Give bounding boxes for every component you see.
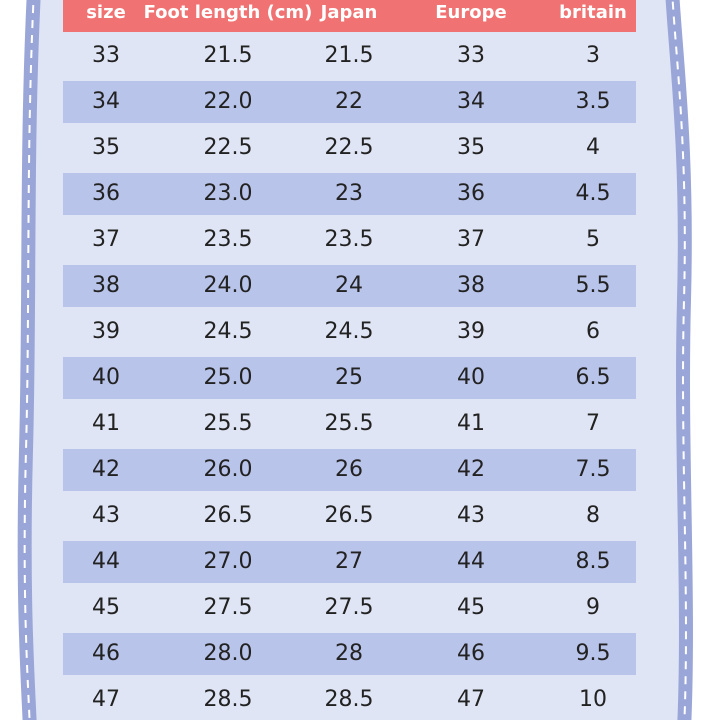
cell: 3.5 <box>576 89 611 114</box>
cell: 37 <box>92 227 120 252</box>
header-band <box>63 0 636 32</box>
cell: 26.5 <box>204 503 253 528</box>
header-cell: size <box>86 2 126 23</box>
cell: 36 <box>457 181 485 206</box>
cell: 28.5 <box>204 687 253 712</box>
cell: 23.0 <box>204 181 253 206</box>
row-band <box>63 357 636 399</box>
cell: 26.0 <box>204 457 253 482</box>
cell: 9.5 <box>576 641 611 666</box>
cell: 7 <box>586 411 600 436</box>
cell: 43 <box>457 503 485 528</box>
cell: 4 <box>586 135 600 160</box>
cell: 41 <box>457 411 485 436</box>
cell: 27 <box>335 549 363 574</box>
cell: 47 <box>457 687 485 712</box>
cell: 23.5 <box>325 227 374 252</box>
cell: 33 <box>457 43 485 68</box>
cell: 37 <box>457 227 485 252</box>
cell: 23.5 <box>204 227 253 252</box>
cell: 5 <box>586 227 600 252</box>
cell: 27.0 <box>204 549 253 574</box>
cell: 35 <box>457 135 485 160</box>
cell: 35 <box>92 135 120 160</box>
header-cell: Foot length (cm) <box>144 2 313 23</box>
stitching <box>23 0 687 724</box>
cell: 47 <box>92 687 120 712</box>
cell: 38 <box>92 273 120 298</box>
cell: 40 <box>92 365 120 390</box>
cell: 22 <box>335 89 363 114</box>
cell: 25.5 <box>325 411 374 436</box>
header-cell: Europe <box>435 2 506 23</box>
cell: 8.5 <box>576 549 611 574</box>
cell: 26.5 <box>325 503 374 528</box>
cell: 38 <box>457 273 485 298</box>
cell: 8 <box>586 503 600 528</box>
cell: 28 <box>335 641 363 666</box>
cell: 24 <box>335 273 363 298</box>
cell: 27.5 <box>325 595 374 620</box>
cell: 9 <box>586 595 600 620</box>
row-band <box>63 541 636 583</box>
cell: 34 <box>92 89 120 114</box>
cell: 6 <box>586 319 600 344</box>
cell: 45 <box>92 595 120 620</box>
cell: 41 <box>92 411 120 436</box>
cell: 21.5 <box>204 43 253 68</box>
cell: 28.5 <box>325 687 374 712</box>
cell: 25 <box>335 365 363 390</box>
cell: 43 <box>92 503 120 528</box>
cell: 3 <box>586 43 600 68</box>
cell: 23 <box>335 181 363 206</box>
cell: 44 <box>457 549 485 574</box>
cell: 46 <box>457 641 485 666</box>
row-band <box>63 265 636 307</box>
cell: 24.0 <box>204 273 253 298</box>
cell: 24.5 <box>325 319 374 344</box>
cell: 33 <box>92 43 120 68</box>
cell: 27.5 <box>204 595 253 620</box>
cell: 24.5 <box>204 319 253 344</box>
table: size Foot length (cm) Japan Europe britain33… <box>63 2 636 712</box>
cell: 7.5 <box>576 457 611 482</box>
row-band <box>63 81 636 123</box>
row-band <box>63 173 636 215</box>
row-band <box>63 633 636 675</box>
cell: 10 <box>579 687 607 712</box>
cell: 44 <box>92 549 120 574</box>
cell: 6.5 <box>576 365 611 390</box>
cell: 22.5 <box>204 135 253 160</box>
cell: 28.0 <box>204 641 253 666</box>
header-cell: britain <box>559 2 627 23</box>
cell: 4.5 <box>576 181 611 206</box>
cell: 46 <box>92 641 120 666</box>
cell: 40 <box>457 365 485 390</box>
cell: 26 <box>335 457 363 482</box>
cell: 22.0 <box>204 89 253 114</box>
cell: 42 <box>92 457 120 482</box>
cell: 42 <box>457 457 485 482</box>
row-band <box>63 449 636 491</box>
cell: 45 <box>457 595 485 620</box>
cell: 34 <box>457 89 485 114</box>
cell: 21.5 <box>325 43 374 68</box>
cell: 39 <box>457 319 485 344</box>
cell: 25.5 <box>204 411 253 436</box>
cell: 36 <box>92 181 120 206</box>
cell: 5.5 <box>576 273 611 298</box>
cell: 22.5 <box>325 135 374 160</box>
header-cell: Japan <box>319 2 378 23</box>
cell: 25.0 <box>204 365 253 390</box>
cell: 39 <box>92 319 120 344</box>
